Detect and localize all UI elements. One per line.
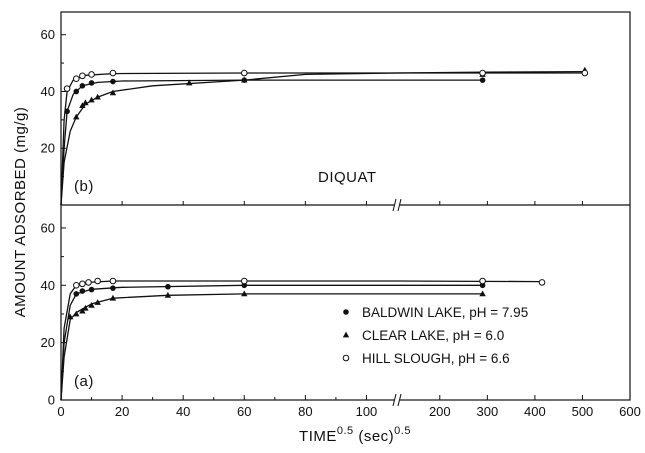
data-point-filled-circle xyxy=(479,77,486,83)
data-point-filled-triangle xyxy=(94,299,101,305)
data-point-open-circle xyxy=(109,277,117,285)
data-point-filled-triangle xyxy=(241,76,248,83)
x-axis-label: TIME0.5 (sec)0.5 xyxy=(299,425,411,445)
legend-label: BALDWIN LAKE, pH = 7.95 xyxy=(362,305,528,320)
axes-box xyxy=(60,11,631,401)
data-point-filled-triangle xyxy=(73,310,80,317)
data-point-open-circle xyxy=(79,72,86,80)
x-tick-label: 200 xyxy=(429,404,451,419)
data-point-open-circle xyxy=(79,280,86,288)
axis-break-mark xyxy=(397,198,402,212)
data-point-open-circle xyxy=(72,281,80,289)
data-point-open-circle xyxy=(479,277,486,285)
x-tick-label: 400 xyxy=(524,404,546,419)
data-point-open-circle xyxy=(479,69,486,77)
data-point-filled-triangle xyxy=(94,93,101,100)
legend-marker-filled-circle xyxy=(343,309,349,315)
axis-break-mark xyxy=(392,393,397,407)
x-label-superscript: 0.5 xyxy=(337,425,354,437)
data-point-filled-triangle xyxy=(241,290,248,297)
y-tick-label: 0 xyxy=(48,393,55,408)
x-tick-label: 60 xyxy=(237,404,251,419)
data-point-filled-circle xyxy=(88,80,95,86)
x-label-superscript: 0.5 xyxy=(394,425,411,437)
data-point-filled-triangle xyxy=(82,304,89,311)
x-tick-label: 80 xyxy=(298,404,312,419)
data-point-filled-triangle xyxy=(186,79,193,86)
y-axis-label: AMOUNT ADSORBED (mg/g) xyxy=(12,107,29,318)
y-tick-label: 60 xyxy=(41,220,55,235)
axis-break-mark xyxy=(397,393,402,407)
data-point-filled-circle xyxy=(110,285,116,291)
data-point-filled-triangle xyxy=(82,99,89,106)
data-point-open-circle xyxy=(240,69,248,77)
data-point-open-circle xyxy=(94,277,101,285)
x-label-text: (sec) xyxy=(354,428,395,445)
data-point-open-circle xyxy=(72,75,80,82)
data-point-open-circle xyxy=(85,279,92,286)
data-point-filled-triangle xyxy=(73,113,80,120)
panel-label: (b) xyxy=(74,178,94,195)
data-point-filled-circle xyxy=(79,82,86,89)
x-tick-label: 600 xyxy=(619,404,641,419)
data-point-open-circle xyxy=(581,69,589,77)
x-tick-label: 100 xyxy=(356,404,378,419)
panel-label: (a) xyxy=(74,373,94,390)
data-markers xyxy=(63,66,589,320)
data-point-filled-circle xyxy=(79,288,86,294)
data-point-open-circle xyxy=(109,69,117,77)
axis-break-gap xyxy=(395,393,400,407)
data-point-open-circle xyxy=(240,277,248,285)
data-point-filled-triangle xyxy=(164,291,172,298)
compound-annotation: DIQUAT xyxy=(318,169,377,186)
legend-label: HILL SLOUGH, pH = 6.6 xyxy=(362,351,510,366)
y-tick-label: 40 xyxy=(41,84,55,99)
axis-break-gap xyxy=(395,198,400,212)
y-tick-label: 60 xyxy=(41,27,55,42)
y-tick-label: 20 xyxy=(41,141,55,156)
x-tick-label: 300 xyxy=(476,404,498,419)
data-point-filled-circle xyxy=(73,88,80,95)
series-curve-filled-triangle xyxy=(60,293,483,401)
y-tick-label: 40 xyxy=(41,278,55,293)
data-point-filled-triangle xyxy=(66,313,74,320)
legend: BALDWIN LAKE, pH = 7.95 CLEAR LAKE, pH = … xyxy=(342,305,528,366)
data-point-filled-circle xyxy=(64,108,70,115)
series-curve-filled-circle xyxy=(60,79,483,206)
data-point-filled-circle xyxy=(73,291,80,297)
data-point-filled-triangle xyxy=(479,290,486,297)
data-point-filled-triangle xyxy=(109,89,117,96)
data-point-filled-triangle xyxy=(88,96,95,103)
data-point-open-circle xyxy=(63,85,71,92)
x-label-text: TIME xyxy=(299,428,337,445)
y-tick-label: 20 xyxy=(41,335,55,350)
data-point-open-circle xyxy=(538,279,546,286)
data-point-filled-triangle xyxy=(88,301,95,308)
x-tick-label: 20 xyxy=(115,404,129,419)
x-tick-label: 0 xyxy=(57,404,64,419)
legend-marker-open-circle xyxy=(342,354,350,362)
data-point-open-circle xyxy=(88,71,95,78)
legend-marker-filled-triangle xyxy=(342,331,350,338)
data-point-filled-circle xyxy=(110,78,116,85)
x-tick-label: 40 xyxy=(176,404,190,419)
data-point-filled-circle xyxy=(88,286,95,293)
legend-label: CLEAR LAKE, pH = 6.0 xyxy=(362,328,504,343)
axis-break-mark xyxy=(392,198,397,212)
data-point-filled-circle xyxy=(165,283,171,290)
data-point-filled-triangle xyxy=(109,294,117,301)
x-tick-label: 500 xyxy=(572,404,594,419)
